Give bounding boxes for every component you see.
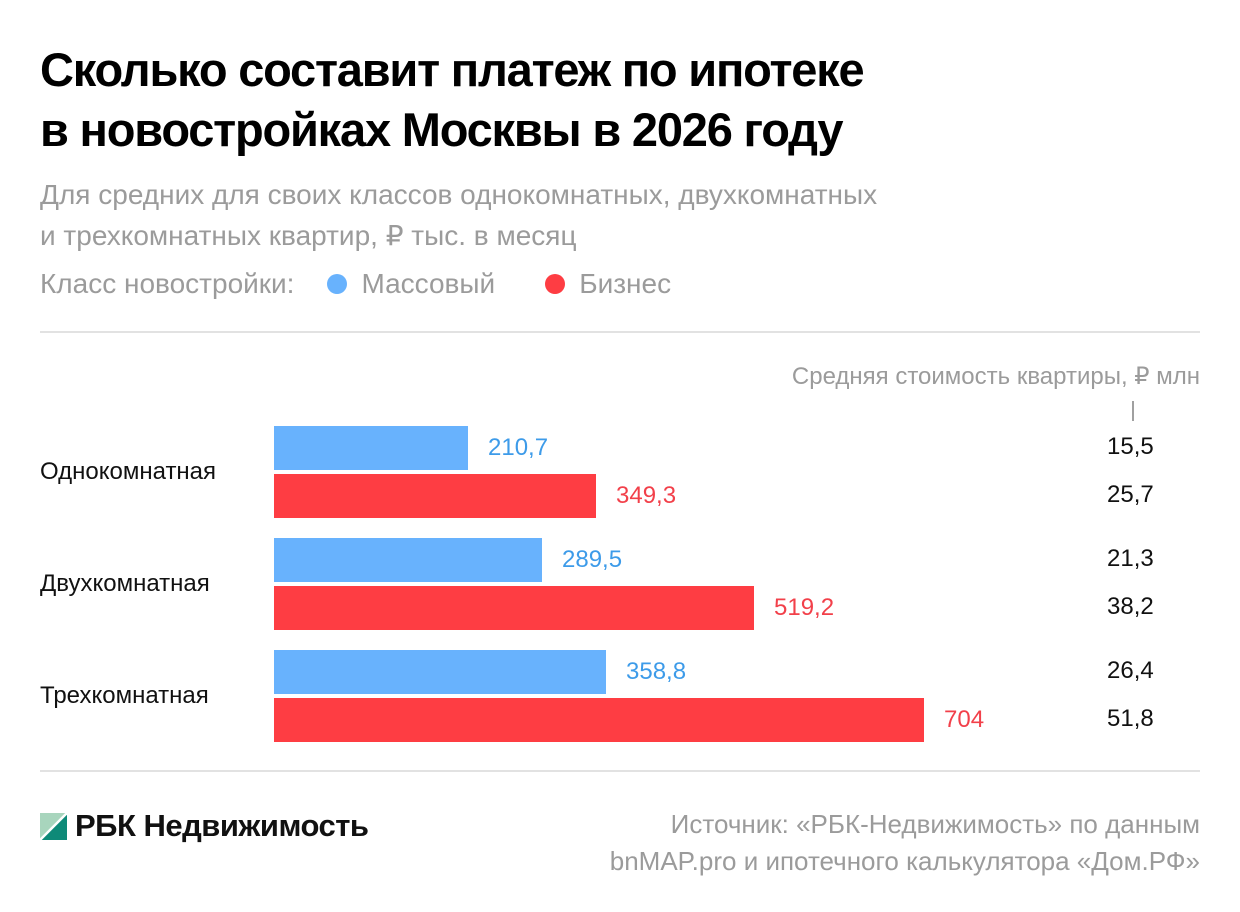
- rbc-realty-logo: РБК Недвижимость: [39, 808, 369, 844]
- bar-business-3room: [274, 698, 924, 742]
- bar-mass-1room: [274, 426, 468, 470]
- source-note: Источник: «РБК-Недвижимость» по данным b…: [610, 806, 1200, 880]
- bar-mass-3room: [274, 650, 606, 694]
- legend: Класс новостройки: Массовый Бизнес: [40, 265, 671, 303]
- bar-mass-2room: [274, 538, 542, 582]
- source-line-1: Источник: «РБК-Недвижимость» по данным: [670, 809, 1200, 839]
- category-label-3room: Трехкомнатная: [40, 682, 209, 709]
- chart-subtitle-line-1: Для средних для своих классов однокомнат…: [40, 179, 878, 210]
- bar-business-1room: [274, 474, 596, 518]
- value-mass-3room: 358,8: [626, 658, 687, 685]
- value-business-2room: 519,2: [774, 594, 835, 621]
- value-mass-1room: 210,7: [488, 434, 549, 461]
- rbc-logo-mark-icon: [39, 811, 68, 841]
- value-mass-2room: 289,5: [562, 546, 623, 573]
- legend-dot-business-icon: [545, 274, 566, 294]
- price-business-2room: 38,2: [1107, 593, 1154, 620]
- value-business-1room: 349,3: [616, 482, 677, 509]
- price-mass-2room: 21,3: [1107, 545, 1154, 572]
- price-mass-3room: 26,4: [1107, 657, 1154, 684]
- legend-item-mass: Массовый: [327, 265, 495, 303]
- legend-title: Класс новостройки:: [40, 268, 295, 299]
- legend-dot-mass-icon: [327, 274, 348, 294]
- chart-subtitle-line-2: и трехкомнатных квартир, ₽ тыс. в месяц: [40, 220, 577, 251]
- price-column-header: Средняя стоимость квартиры, ₽ млн: [791, 363, 1200, 390]
- chart-title-line-2: в новостройках Москвы в 2026 году: [40, 103, 843, 156]
- bar-business-2room: [274, 586, 754, 630]
- logo-text: РБК Недвижимость: [75, 808, 369, 843]
- chart-title: Сколько составит платеж по ипотеке в нов…: [40, 40, 1200, 160]
- legend-item-business: Бизнес: [545, 265, 671, 303]
- legend-label-mass: Массовый: [361, 268, 496, 299]
- price-column-tick: [1132, 401, 1134, 421]
- category-label-2room: Двухкомнатная: [40, 570, 210, 597]
- value-business-3room: 704: [944, 706, 985, 733]
- chart-title-line-1: Сколько составит платеж по ипотеке: [40, 43, 865, 96]
- chart-subtitle: Для средних для своих классов однокомнат…: [40, 174, 877, 256]
- price-business-3room: 51,8: [1107, 705, 1154, 732]
- price-mass-1room: 15,5: [1107, 433, 1154, 460]
- legend-label-business: Бизнес: [579, 268, 672, 299]
- category-label-1room: Однокомнатная: [40, 458, 217, 485]
- price-business-1room: 25,7: [1107, 481, 1154, 508]
- bottom-divider: [40, 770, 1200, 772]
- top-divider: [40, 331, 1200, 333]
- source-line-2: bnMAP.pro и ипотечного калькулятора «Дом…: [609, 846, 1200, 876]
